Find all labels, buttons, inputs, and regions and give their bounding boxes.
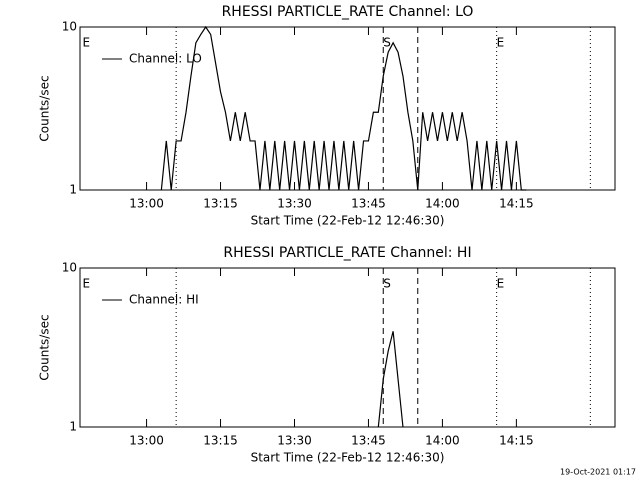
x-tick-label: 13:15 [203, 197, 238, 211]
annotation: E [497, 36, 505, 50]
annotation: S [383, 277, 391, 291]
chart-title: RHESSI PARTICLE_RATE Channel: HI [223, 245, 471, 261]
footer: 19-Oct-2021 01:17 [560, 468, 636, 477]
y-axis-label: Counts/sec [38, 75, 52, 141]
y-tick-label: 1 [69, 420, 77, 434]
annotation: E [82, 277, 90, 291]
x-tick-label: 13:30 [277, 434, 312, 448]
x-tick-label: 14:00 [425, 434, 460, 448]
x-tick-label: 14:15 [499, 434, 534, 448]
legend-label: Channel: HI [129, 293, 199, 307]
data-line [160, 25, 527, 191]
y-tick-label: 10 [62, 261, 77, 275]
x-axis-label: Start Time (22-Feb-12 12:46:30) [251, 214, 445, 228]
plot-frame [79, 26, 616, 191]
annotation: E [82, 36, 90, 50]
x-tick-label: 13:00 [129, 197, 164, 211]
y-axis-label: Counts/sec [38, 314, 52, 380]
y-tick-label: 1 [69, 183, 77, 197]
x-tick-label: 13:00 [129, 434, 164, 448]
x-tick-label: 13:45 [351, 434, 386, 448]
data-line [377, 331, 404, 428]
annotation: E [497, 277, 505, 291]
x-tick-label: 13:30 [277, 197, 312, 211]
chart-title: RHESSI PARTICLE_RATE Channel: LO [222, 4, 474, 20]
x-tick-label: 14:15 [499, 197, 534, 211]
plot-frame [79, 267, 616, 428]
x-tick-label: 13:45 [351, 197, 386, 211]
x-tick-label: 13:15 [203, 434, 238, 448]
x-tick-label: 14:00 [425, 197, 460, 211]
annotation: S [383, 36, 391, 50]
x-axis-label: Start Time (22-Feb-12 12:46:30) [251, 451, 445, 465]
y-tick-label: 10 [62, 20, 77, 34]
legend-label: Channel: LO [129, 52, 202, 66]
